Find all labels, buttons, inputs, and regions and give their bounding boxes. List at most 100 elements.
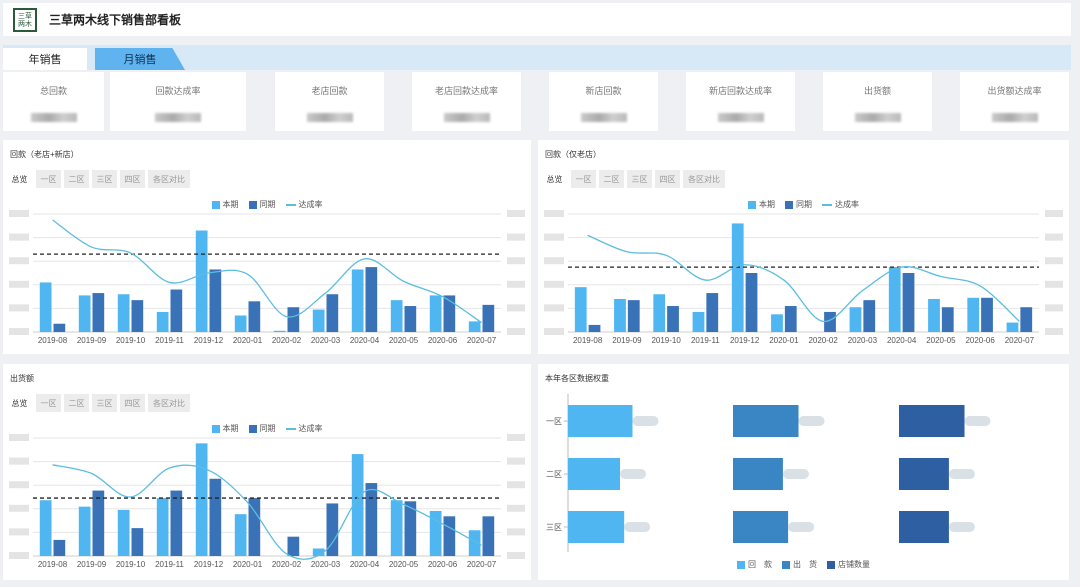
filter-region-3[interactable]: 三区 bbox=[92, 394, 117, 412]
axis-label-blurred bbox=[1045, 328, 1063, 335]
x-tick-label: 2019-09 bbox=[612, 336, 642, 345]
panel-title: 本年各区数据权重 bbox=[545, 374, 609, 383]
filter-region-1[interactable]: 一区 bbox=[571, 170, 596, 188]
weight-bar bbox=[568, 511, 625, 543]
axis-label-blurred bbox=[544, 328, 564, 335]
bar-previous bbox=[365, 267, 378, 332]
y-tick-label: 一区 bbox=[546, 417, 562, 426]
x-tick-label: 2019-08 bbox=[573, 336, 603, 345]
axis-label-blurred bbox=[9, 210, 29, 217]
x-tick-label: 2020-03 bbox=[311, 560, 341, 569]
bar-current bbox=[849, 307, 862, 332]
bar-previous bbox=[209, 269, 222, 332]
region-filter: 总览 一区 二区 三区 四区 各区对比 bbox=[6, 394, 190, 412]
x-tick-label: 2019-12 bbox=[730, 336, 760, 345]
filter-region-1[interactable]: 一区 bbox=[36, 394, 61, 412]
bar-current bbox=[468, 530, 481, 556]
filter-overview[interactable]: 总览 bbox=[11, 398, 28, 408]
bar-previous bbox=[248, 498, 261, 556]
weight-bar bbox=[733, 511, 789, 543]
kpi-value-blurred bbox=[30, 113, 77, 122]
axis-label-blurred bbox=[507, 304, 525, 312]
legend-previous[interactable]: 同期 bbox=[248, 199, 276, 210]
axis-label-blurred bbox=[507, 504, 525, 512]
bar-previous bbox=[365, 483, 378, 556]
legend-current[interactable]: 本期 bbox=[748, 199, 775, 210]
filter-region-4[interactable]: 四区 bbox=[120, 394, 145, 412]
legend-rate[interactable]: 达成率 bbox=[285, 199, 323, 210]
filter-region-2[interactable]: 二区 bbox=[64, 170, 89, 188]
value-label-blurred bbox=[948, 522, 975, 532]
x-tick-label: 2019-12 bbox=[194, 560, 224, 569]
filter-region-2[interactable]: 二区 bbox=[599, 170, 624, 188]
filter-region-2[interactable]: 二区 bbox=[64, 394, 89, 412]
legend-previous[interactable]: 同期 bbox=[785, 199, 812, 210]
bar-current bbox=[1006, 322, 1019, 332]
x-tick-label: 2020-05 bbox=[389, 560, 419, 569]
kpi-value-blurred bbox=[991, 113, 1038, 122]
axis-label-blurred bbox=[507, 280, 525, 288]
legend-shipment[interactable]: 出 货 bbox=[782, 559, 817, 570]
axis-label-blurred bbox=[1045, 304, 1063, 312]
y-tick-label: 三区 bbox=[546, 523, 562, 532]
filter-region-compare[interactable]: 各区对比 bbox=[683, 170, 725, 188]
axis-label-blurred bbox=[507, 233, 525, 241]
axis-label-blurred bbox=[507, 552, 525, 559]
legend-rate[interactable]: 达成率 bbox=[822, 199, 859, 210]
bar-current bbox=[351, 269, 364, 332]
legend-current[interactable]: 本期 bbox=[211, 423, 239, 434]
filter-overview[interactable]: 总览 bbox=[11, 174, 28, 184]
tab-monthly-sales[interactable]: 月销售 bbox=[95, 48, 185, 70]
bar-current bbox=[967, 297, 980, 332]
bar-previous bbox=[482, 304, 495, 332]
value-label-blurred bbox=[620, 469, 646, 479]
x-tick-label: 2020-04 bbox=[887, 336, 917, 345]
panel-title: 出货额 bbox=[10, 374, 34, 383]
value-label-blurred bbox=[948, 469, 975, 479]
bar-current bbox=[156, 311, 169, 332]
legend-previous[interactable]: 同期 bbox=[248, 423, 276, 434]
axis-label-blurred bbox=[507, 528, 525, 536]
panel-region-weights: 一区 二区 三区 本年各区数据权重 回 款 出 货 店铺数量 bbox=[538, 364, 1069, 580]
kpi-value-blurred bbox=[306, 113, 353, 122]
bar-current bbox=[312, 309, 325, 332]
x-tick-label: 2020-03 bbox=[311, 336, 341, 345]
bar-previous bbox=[902, 273, 915, 332]
filter-region-1[interactable]: 一区 bbox=[36, 170, 61, 188]
x-tick-label: 2020-07 bbox=[467, 560, 497, 569]
x-tick-label: 2019-11 bbox=[691, 336, 720, 345]
filter-region-compare[interactable]: 各区对比 bbox=[148, 394, 190, 412]
app-title: 三草两木线下销售部看板 bbox=[49, 13, 182, 27]
axis-label-blurred bbox=[1045, 233, 1063, 241]
legend-current[interactable]: 本期 bbox=[211, 199, 239, 210]
filter-region-4[interactable]: 四区 bbox=[655, 170, 680, 188]
bar-previous bbox=[326, 503, 339, 556]
bar-previous bbox=[981, 297, 993, 332]
legend-store-count[interactable]: 店铺数量 bbox=[827, 559, 870, 570]
filter-region-3[interactable]: 三区 bbox=[627, 170, 652, 188]
axis-label-blurred bbox=[507, 328, 525, 335]
axis-label-blurred bbox=[544, 304, 564, 312]
filter-region-4[interactable]: 四区 bbox=[120, 170, 145, 188]
filter-region-compare[interactable]: 各区对比 bbox=[148, 170, 190, 188]
bar-previous bbox=[482, 516, 495, 556]
bar-previous bbox=[53, 323, 66, 332]
filter-region-3[interactable]: 三区 bbox=[92, 170, 117, 188]
tab-bar: 年销售 月销售 bbox=[3, 45, 1071, 70]
bar-previous bbox=[92, 293, 105, 332]
bar-previous bbox=[627, 300, 640, 332]
bar-previous bbox=[667, 306, 679, 332]
x-tick-label: 2019-10 bbox=[116, 560, 146, 569]
bar-previous bbox=[170, 490, 183, 556]
legend-payment[interactable]: 回 款 bbox=[737, 559, 772, 570]
tab-annual-sales[interactable]: 年销售 bbox=[3, 48, 87, 70]
axis-label-blurred bbox=[507, 257, 525, 265]
kpi-card-shipment: 出货额 bbox=[823, 72, 932, 131]
x-tick-label: 2020-01 bbox=[769, 336, 799, 345]
x-tick-label: 2020-05 bbox=[926, 336, 956, 345]
chart-legend: 本期 同期 达成率 bbox=[3, 423, 531, 434]
value-label-blurred bbox=[632, 416, 659, 426]
filter-overview[interactable]: 总览 bbox=[546, 174, 563, 184]
legend-rate[interactable]: 达成率 bbox=[285, 423, 323, 434]
kpi-card-new-store-rate: 新店回款达成率 bbox=[686, 72, 795, 131]
